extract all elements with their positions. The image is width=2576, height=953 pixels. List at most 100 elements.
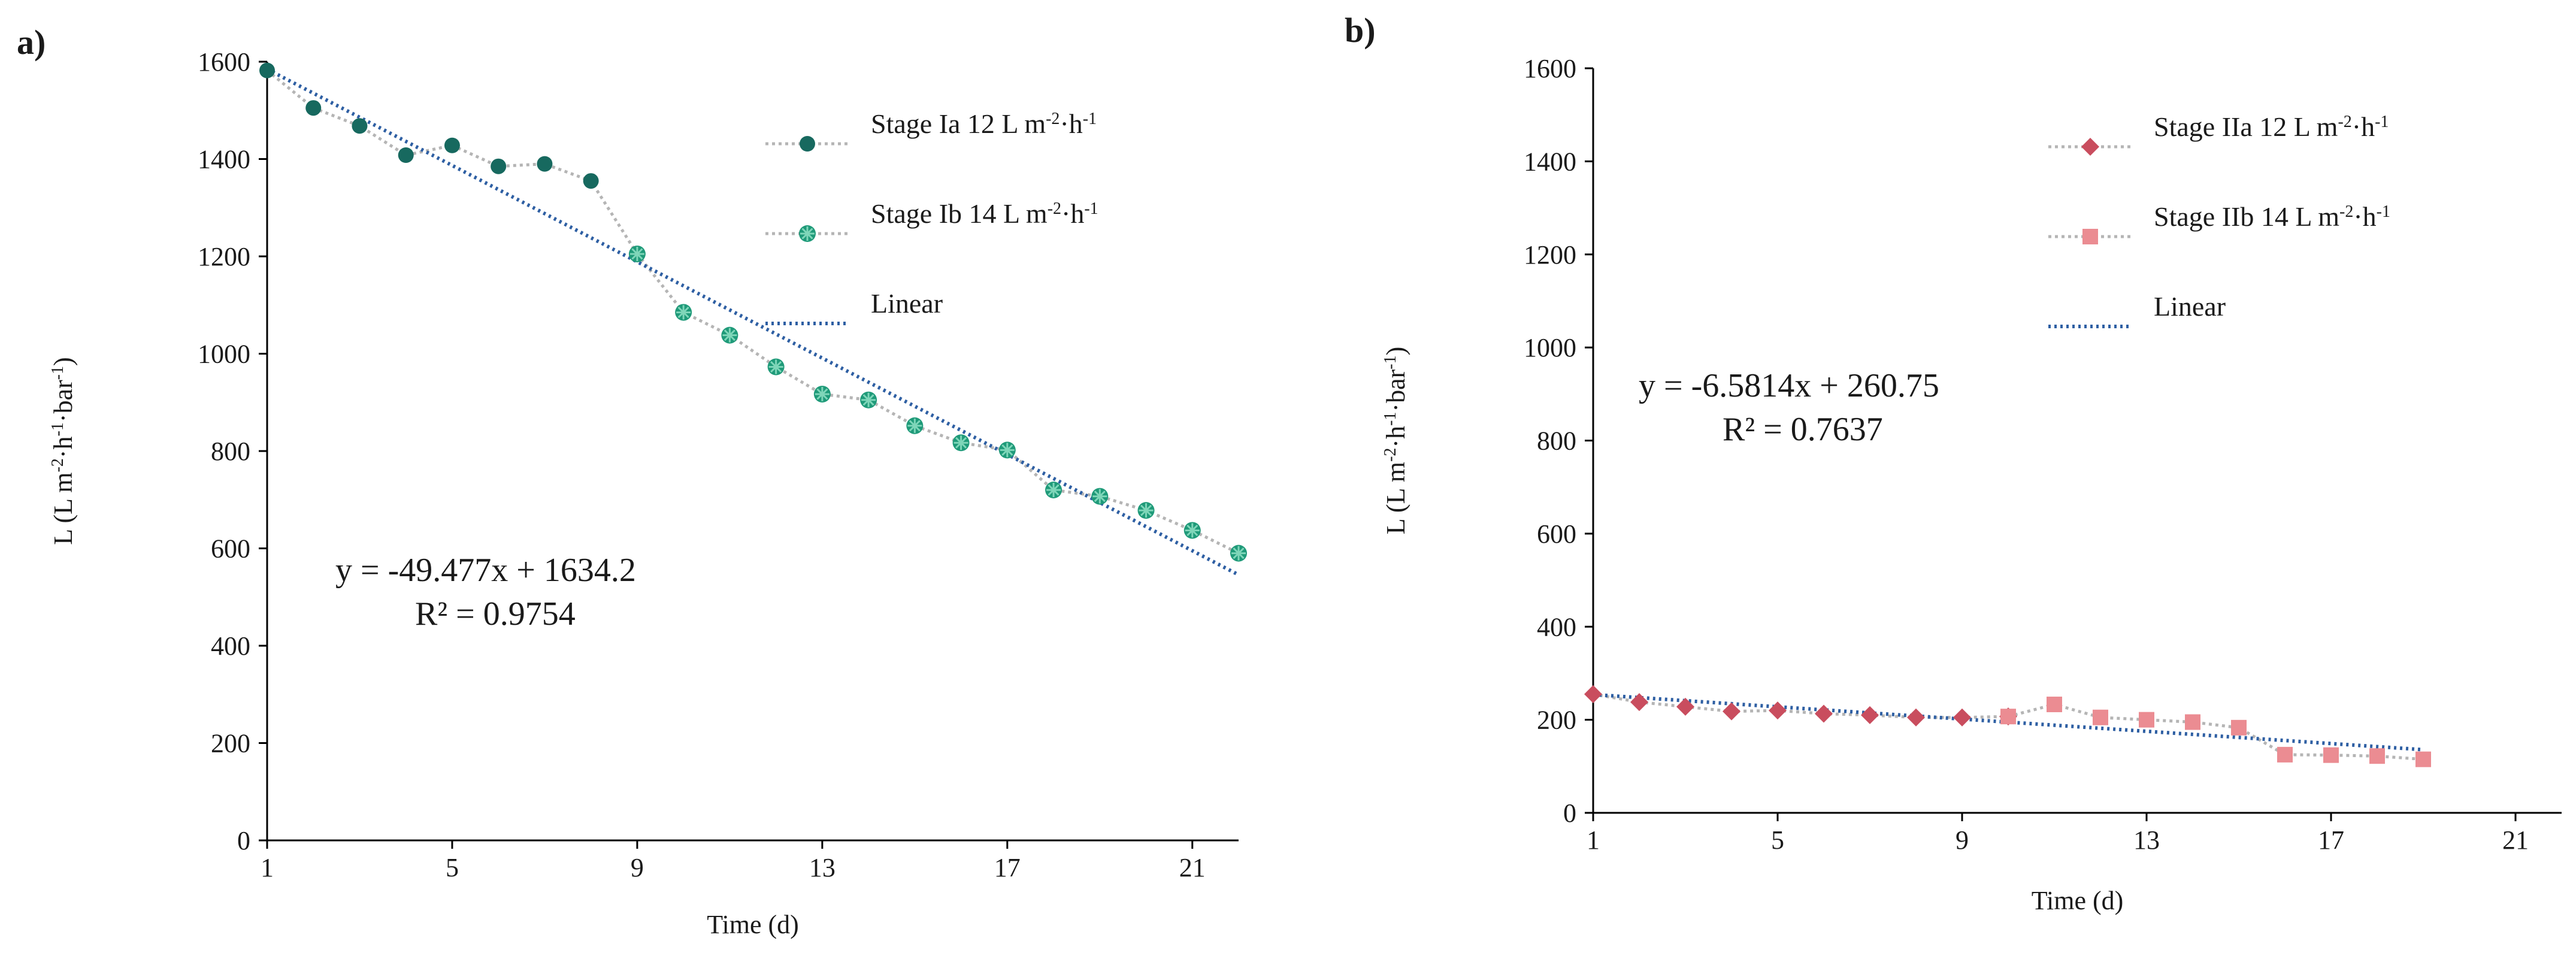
panel-b-x-axis-title: Time (d) — [2032, 886, 2124, 915]
panel-b-series-1-point — [1815, 704, 1833, 723]
panel-b-x-tick-label: 5 — [1771, 825, 1784, 855]
panel-a-x-tick-label: 5 — [446, 853, 459, 882]
panel-b-x-tick-label: 13 — [2133, 825, 2160, 855]
panel-a-series-2-point — [1045, 482, 1063, 498]
panel-b-series-2-point — [2277, 746, 2293, 763]
panel-a-label: a) — [17, 23, 46, 62]
panel-a-y-tick-label: 600 — [211, 534, 250, 564]
panel-b-legend-marker-1 — [2081, 138, 2099, 156]
panel-a-series-1-line — [266, 69, 639, 255]
panel-a-series-2-point — [1230, 544, 1247, 562]
panel-b-y-tick-label: 200 — [1537, 706, 1576, 735]
panel-b-legend-label-2: Stage IIb 14 L m-2·h-1 — [2154, 201, 2390, 232]
panel-a-legend-marker-2 — [799, 225, 816, 242]
panel-a-y-tick-label: 1400 — [198, 145, 250, 174]
panel-b-series-2-point — [2093, 709, 2108, 725]
panel-b-chart: b) L (L m-2·h-1·bar-1) Time (d) 0 200 400 6… — [1345, 11, 2562, 915]
panel-b-y-tick-label: 1400 — [1524, 147, 1576, 176]
panel-a-series-1-point — [305, 100, 322, 116]
panel-a-x-tick-label: 1 — [261, 853, 274, 882]
panel-b-series-2-point — [2047, 696, 2062, 712]
panel-a-series-1-point — [491, 158, 507, 174]
panel-a-series-1-point — [583, 173, 599, 189]
panel-b-r-squared: R² = 0.7637 — [1723, 411, 1883, 448]
panel-a-legend-label-2: Stage Ib 14 L m-2·h-1 — [871, 198, 1098, 229]
panel-b-legend-marker-2 — [2082, 229, 2098, 244]
panel-b-label: b) — [1345, 11, 1376, 50]
panel-a-legend-marker-1 — [800, 136, 815, 152]
panel-b-y-tick-label: 0 — [1563, 798, 1576, 828]
panel-b-x-tick-label: 1 — [1587, 825, 1600, 855]
panel-a-series-1-point — [537, 156, 553, 172]
panel-a-x-tick-label: 9 — [631, 853, 644, 882]
panel-a-y-tick-label: 800 — [211, 437, 250, 466]
panel-a-linear-trendline — [266, 67, 1240, 577]
panel-a-x-axis-title: Time (d) — [707, 910, 799, 939]
panel-a-x-tick-label: 17 — [994, 853, 1021, 882]
panel-b-x-tick-label: 21 — [2502, 825, 2529, 855]
panel-a-ticks: 0 200 400 600 800 1000 1200 1400 1600 1 5 9 13 17 21 — [198, 47, 1206, 882]
panel-b-y-tick-label: 800 — [1537, 426, 1576, 456]
panel-b-series-1-point — [1953, 708, 1971, 727]
panel-b-series-1-point — [1630, 693, 1648, 712]
panel-b-series-2-point — [2323, 747, 2339, 763]
panel-b-y-tick-label: 600 — [1537, 519, 1576, 549]
panel-b-series-2-point — [2231, 719, 2247, 736]
panel-a-series-2-point — [860, 391, 877, 409]
panel-b-series-1-line — [1593, 692, 2009, 719]
panel-a-series-2-point — [813, 385, 831, 403]
panel-a-series-2-point — [628, 245, 646, 262]
panel-a-r-squared: R² = 0.9754 — [415, 595, 576, 633]
panel-b-series-1-point — [1723, 702, 1740, 721]
panel-b-y-axis-title-text: L (L m-2·h-1·bar-1) — [1381, 347, 1411, 535]
panel-a-series-2-point — [906, 417, 924, 434]
panel-a-series-2-point — [675, 304, 692, 321]
panel-a-series-1-point — [398, 147, 414, 163]
panel-b-series-2-point — [2000, 709, 2016, 725]
panel-a-x-tick-label: 13 — [809, 853, 836, 882]
panel-b-legend-label-3: Linear — [2154, 291, 2226, 322]
panel-a-x-tick-label: 21 — [1179, 853, 1206, 882]
panel-a-axes — [266, 62, 1239, 842]
panel-b-y-tick-label: 1000 — [1524, 333, 1576, 362]
panel-a-series-2-point — [1091, 488, 1109, 505]
panel-a-y-tick-label: 1600 — [198, 47, 250, 77]
panel-a-y-tick-label: 400 — [211, 631, 250, 661]
panel-b-series-1-point — [1907, 708, 1925, 727]
panel-a-y-tick-label: 200 — [211, 729, 250, 758]
panel-a-trendline — [266, 67, 1240, 577]
panel-b-series-2-point — [2185, 714, 2200, 730]
panel-b-series-2-point — [2139, 712, 2154, 728]
panel-b-series-1-point — [1861, 706, 1879, 724]
panel-b-series-2-point — [2369, 748, 2385, 764]
panel-a-series-1-point — [352, 118, 368, 134]
panel-a-chart: a) L (L m-2·h-1·bar-1) Time (d) 0 200 400 6… — [17, 23, 1247, 939]
panel-b-series-1-point — [1769, 701, 1787, 720]
panel-a-series-2-point — [998, 441, 1016, 459]
panel-b-legend: Stage IIa 12 L m-2·h-1 Stage IIb 14 L m-2… — [2048, 111, 2390, 328]
panel-b-series-1-point — [1584, 685, 1602, 703]
panel-a-series-lines — [266, 69, 1240, 555]
panel-b-y-tick-label: 400 — [1537, 612, 1576, 642]
panel-a-markers — [259, 62, 1247, 562]
panel-a-y-axis-title-text: L (L m-2·h-1·bar-1) — [49, 357, 78, 545]
panel-a-y-axis-title: L (L m-2·h-1·bar-1) — [49, 357, 78, 545]
panel-b-x-tick-label: 17 — [2318, 825, 2344, 855]
panel-a-series-2-point — [1183, 522, 1201, 539]
panel-a-legend: Stage Ia 12 L m-2·h-1 Stage Ib 14 L m-2·h… — [765, 108, 1098, 325]
panel-b-x-tick-label: 9 — [1956, 825, 1969, 855]
panel-a-legend-label-1: Stage Ia 12 L m-2·h-1 — [871, 108, 1097, 139]
panel-b-trend-equation: y = -6.5814x + 260.75 — [1639, 367, 1939, 404]
panel-a-trend-equation: y = -49.477x + 1634.2 — [335, 552, 636, 589]
panel-a-series-1-point — [444, 137, 460, 153]
panel-b-y-tick-label: 1200 — [1524, 240, 1576, 270]
panel-a-series-1-point — [259, 62, 275, 78]
panel-a-legend-label-3: Linear — [871, 288, 943, 319]
panel-a-series-2-point — [721, 326, 738, 344]
panel-b-legend-label-1: Stage IIa 12 L m-2·h-1 — [2154, 111, 2389, 142]
panel-b-series-1-point — [1676, 697, 1694, 716]
panel-b-ticks: 0 200 400 600 800 1000 1200 1400 1600 1 5 9 13 17 21 — [1524, 54, 2529, 855]
panel-b-series-2-line — [2008, 703, 2424, 761]
panel-a-series-2-point — [952, 434, 970, 452]
